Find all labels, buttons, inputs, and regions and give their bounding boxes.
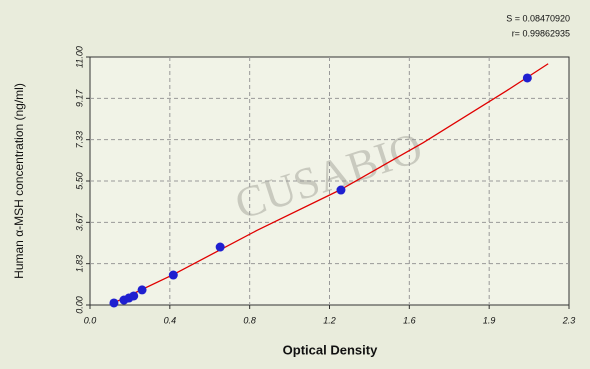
x-tick-label: 1.2 (323, 315, 336, 325)
annotation: S = 0.08470920 (506, 13, 570, 23)
x-tick-label: 2.3 (562, 315, 576, 325)
data-point (129, 291, 139, 301)
y-axis-title: Human α-MSH concentration (ng/ml) (12, 83, 26, 279)
data-point (109, 298, 119, 308)
x-axis-title: Optical Density (283, 342, 378, 357)
x-tick-label: 0.0 (84, 315, 97, 325)
y-tick-label: 9.17 (74, 89, 84, 108)
data-point (168, 270, 178, 280)
x-tick-label: 1.9 (483, 315, 496, 325)
x-tick-label: 0.8 (243, 315, 256, 325)
y-tick-label: 0.00 (74, 296, 84, 314)
y-tick-label: 11.00 (74, 46, 84, 68)
data-point (215, 242, 225, 252)
data-point (522, 73, 532, 83)
annotation: r= 0.99862935 (512, 28, 570, 38)
y-tick-label: 7.33 (74, 131, 84, 149)
y-tick-label: 1.83 (74, 255, 84, 273)
data-point (336, 185, 346, 195)
x-tick-label: 1.6 (403, 315, 416, 325)
y-tick-label: 5.50 (74, 172, 84, 190)
data-point (137, 285, 147, 295)
x-tick-label: 0.4 (164, 315, 177, 325)
y-tick-label: 3.67 (74, 213, 84, 232)
